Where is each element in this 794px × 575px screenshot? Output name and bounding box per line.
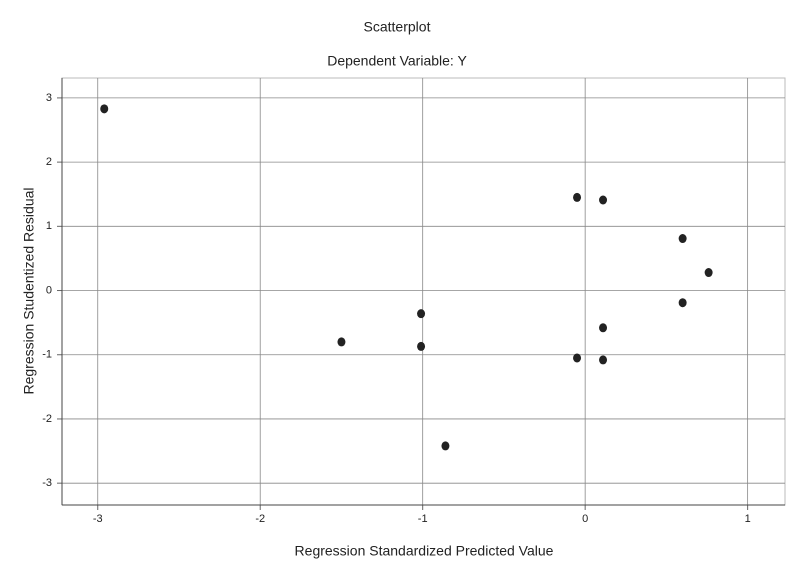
point — [441, 441, 450, 451]
plot-area — [61, 77, 786, 506]
y-tick-label: -2 — [42, 413, 52, 425]
y-tick-label: 1 — [46, 220, 52, 232]
x-axis-label: Regression Standardized Predicted Value — [295, 543, 554, 559]
point — [678, 234, 687, 244]
y-axis-label: Regression Studentized Residual — [21, 187, 37, 394]
y-tick-label: 0 — [46, 284, 52, 296]
x-tick-label: -1 — [418, 513, 428, 525]
y-tick-label: -3 — [42, 477, 52, 489]
y-tick-label: 2 — [46, 156, 52, 168]
x-tick-label: -3 — [93, 513, 103, 525]
point — [573, 192, 582, 202]
point — [100, 104, 109, 114]
point — [678, 298, 687, 308]
point — [337, 337, 346, 347]
point — [573, 353, 582, 363]
chart-title: Scatterplot — [364, 19, 431, 35]
x-tick-label: -2 — [255, 513, 265, 525]
point — [417, 309, 426, 319]
point — [599, 195, 608, 205]
y-tick-label: 3 — [46, 92, 52, 104]
point — [704, 268, 713, 278]
point — [599, 323, 608, 333]
chart-subtitle: Dependent Variable: Y — [327, 53, 467, 69]
x-tick-label: 0 — [582, 513, 588, 525]
x-tick-label: 1 — [745, 513, 751, 525]
point — [417, 341, 426, 351]
point — [599, 355, 608, 365]
y-tick-label: -1 — [42, 349, 52, 361]
